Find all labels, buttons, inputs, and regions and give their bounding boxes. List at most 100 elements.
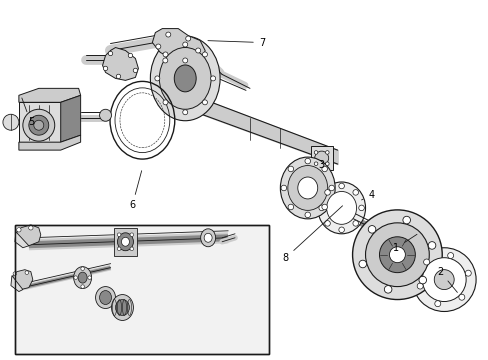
Circle shape (325, 162, 328, 166)
Polygon shape (152, 28, 205, 66)
Circle shape (29, 226, 33, 230)
Polygon shape (19, 88, 81, 102)
Circle shape (195, 48, 200, 53)
Circle shape (183, 110, 187, 115)
Ellipse shape (174, 65, 196, 92)
Circle shape (100, 109, 111, 121)
Ellipse shape (74, 267, 91, 289)
Circle shape (365, 223, 428, 287)
Circle shape (358, 205, 364, 211)
Ellipse shape (280, 157, 334, 219)
Circle shape (314, 150, 317, 154)
Circle shape (352, 221, 358, 226)
Text: 7: 7 (207, 37, 264, 48)
Ellipse shape (150, 36, 220, 121)
Ellipse shape (117, 233, 133, 251)
Circle shape (163, 52, 168, 57)
Circle shape (328, 185, 334, 191)
Circle shape (81, 285, 84, 288)
Ellipse shape (100, 291, 111, 305)
Circle shape (202, 52, 207, 57)
Ellipse shape (29, 115, 49, 135)
Text: 5: 5 (22, 98, 34, 127)
Circle shape (325, 150, 328, 154)
Circle shape (447, 253, 453, 258)
Circle shape (130, 247, 133, 251)
Bar (15, 225, 268, 354)
Circle shape (321, 166, 327, 172)
Circle shape (165, 32, 170, 37)
Circle shape (338, 183, 344, 189)
Circle shape (358, 260, 366, 268)
Circle shape (103, 66, 107, 71)
Circle shape (155, 76, 160, 81)
Bar (15, 225, 268, 354)
Text: 4: 4 (361, 190, 374, 200)
Polygon shape (113, 228, 137, 256)
Circle shape (423, 259, 429, 265)
Text: 2: 2 (436, 267, 456, 292)
Circle shape (324, 221, 330, 226)
Circle shape (458, 294, 464, 300)
Circle shape (287, 204, 293, 210)
Circle shape (422, 258, 465, 302)
Circle shape (402, 216, 409, 224)
Polygon shape (13, 270, 33, 289)
Circle shape (25, 271, 29, 274)
Ellipse shape (95, 287, 115, 309)
Text: 8: 8 (282, 206, 342, 263)
Circle shape (305, 212, 310, 218)
Polygon shape (102, 48, 138, 80)
Circle shape (17, 228, 21, 232)
Circle shape (163, 100, 168, 105)
Polygon shape (15, 232, 29, 248)
Circle shape (88, 276, 91, 279)
Circle shape (434, 301, 440, 307)
Circle shape (202, 100, 207, 105)
Circle shape (163, 58, 167, 63)
Ellipse shape (23, 109, 55, 141)
Circle shape (117, 233, 121, 237)
Ellipse shape (115, 300, 129, 315)
Circle shape (130, 233, 133, 237)
Circle shape (411, 248, 475, 311)
Polygon shape (19, 135, 81, 150)
Circle shape (108, 51, 112, 56)
Circle shape (116, 74, 121, 78)
Circle shape (433, 270, 453, 289)
Polygon shape (61, 95, 81, 142)
Circle shape (384, 285, 391, 293)
Circle shape (465, 270, 470, 276)
Ellipse shape (326, 192, 356, 224)
Ellipse shape (111, 294, 133, 320)
Circle shape (183, 42, 187, 47)
Circle shape (338, 227, 344, 233)
Circle shape (287, 166, 293, 172)
Circle shape (210, 76, 215, 81)
Ellipse shape (314, 151, 328, 165)
Circle shape (117, 247, 121, 251)
Ellipse shape (200, 229, 215, 247)
Text: 3: 3 (318, 160, 325, 170)
Polygon shape (310, 146, 332, 170)
Polygon shape (11, 276, 23, 292)
Circle shape (183, 58, 187, 63)
Circle shape (379, 237, 414, 273)
Circle shape (3, 114, 19, 130)
Circle shape (185, 36, 190, 41)
Circle shape (305, 158, 310, 164)
Text: 1: 1 (392, 234, 416, 253)
Ellipse shape (317, 182, 365, 234)
Ellipse shape (203, 233, 212, 242)
Circle shape (427, 242, 435, 249)
Ellipse shape (297, 177, 317, 199)
Ellipse shape (78, 272, 87, 283)
Circle shape (318, 205, 324, 211)
Ellipse shape (287, 166, 327, 210)
Ellipse shape (34, 120, 44, 130)
Text: 6: 6 (129, 171, 142, 210)
Circle shape (81, 267, 84, 270)
Circle shape (416, 283, 422, 289)
Circle shape (418, 276, 426, 284)
Circle shape (156, 44, 161, 49)
